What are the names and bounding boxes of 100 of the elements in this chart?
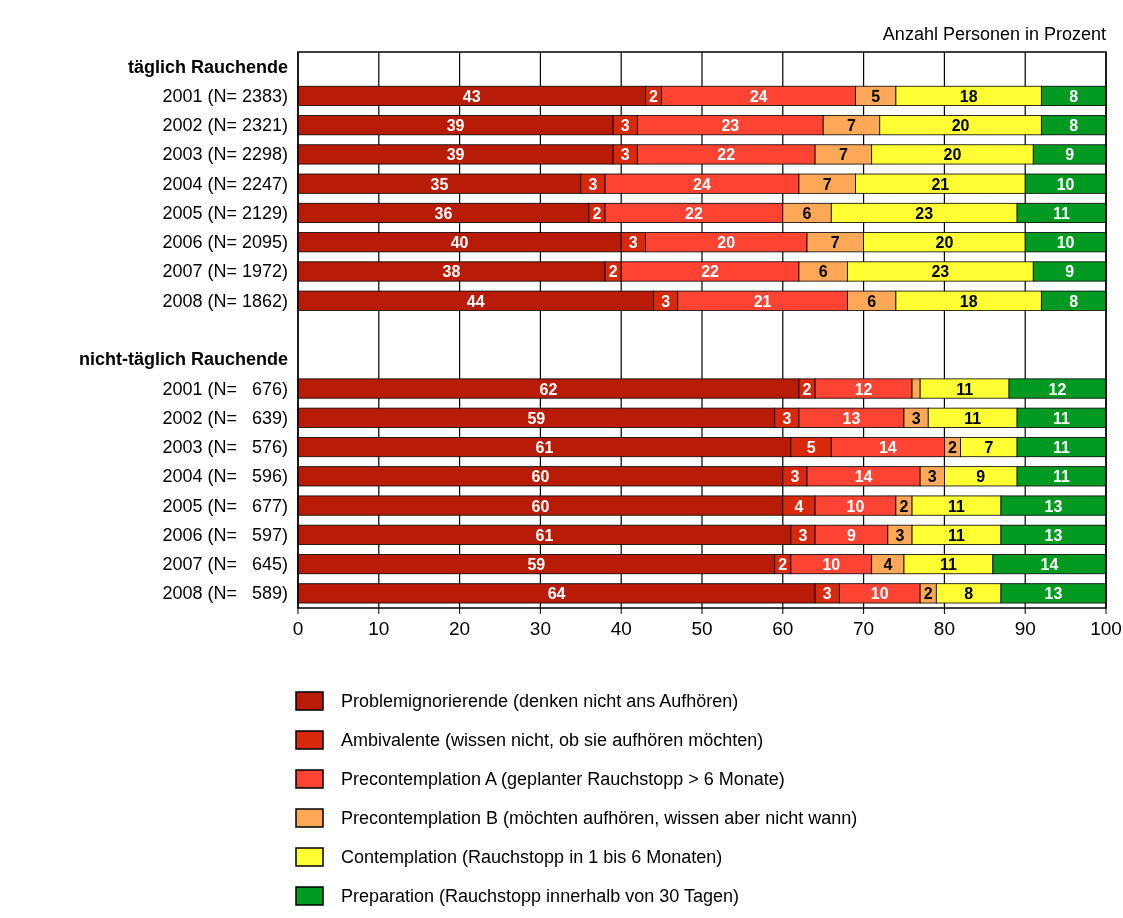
data-label: 11 — [939, 556, 957, 574]
data-label: 23 — [931, 263, 950, 281]
data-label: 6 — [818, 263, 828, 281]
data-label: 11 — [948, 526, 966, 544]
data-label: 3 — [798, 526, 808, 544]
x-tick-label: 80 — [933, 618, 955, 639]
data-label: 9 — [976, 468, 986, 486]
data-label: 10 — [822, 556, 841, 574]
data-label: 44 — [466, 292, 485, 310]
data-label: 18 — [959, 292, 978, 310]
data-label: 2 — [923, 585, 933, 603]
text: Anzahl Personen in Prozent — [882, 24, 1106, 44]
data-label: 60 — [531, 497, 550, 515]
x-tick-label: 10 — [368, 618, 390, 639]
data-label: 9 — [847, 526, 857, 544]
x-tick-label: 0 — [292, 618, 304, 639]
data-label: 3 — [782, 409, 792, 427]
data-label: 4 — [883, 556, 893, 574]
y-tick-label: nicht-täglich Rauchende — [78, 349, 288, 370]
data-label: 20 — [951, 117, 970, 135]
legend-label: Ambivalente (wissen nicht, ob sie aufhören möchten) — [341, 730, 764, 750]
x-tick-label: 40 — [610, 618, 632, 639]
data-label: 20 — [943, 146, 962, 164]
data-label: 6 — [867, 292, 877, 310]
data-label: 2 — [802, 380, 812, 398]
data-label: 11 — [956, 380, 974, 398]
data-label: 2 — [948, 439, 958, 457]
data-label: 40 — [450, 234, 469, 252]
data-label: 21 — [931, 175, 950, 193]
y-tick-label: 2006 (N= 2095) — [162, 232, 288, 253]
y-tick-label: 2008 (N= 589) — [162, 583, 288, 604]
data-label: 39 — [446, 146, 465, 164]
data-label: 62 — [539, 380, 558, 398]
data-label: 2 — [778, 556, 788, 574]
y-tick-label: 2006 (N= 597) — [162, 524, 288, 545]
y-tick-label: 2004 (N= 2247) — [162, 173, 288, 194]
data-label: 23 — [915, 204, 934, 222]
legend-label: Problemignorierende (denken nicht ans Aufhören) — [341, 691, 739, 711]
data-label: 61 — [535, 439, 554, 457]
data-label: 6 — [802, 204, 812, 222]
data-label: 8 — [1069, 87, 1079, 105]
data-label: 59 — [527, 409, 546, 427]
data-label: 5 — [806, 439, 816, 457]
data-label: 20 — [717, 234, 736, 252]
data-label: 22 — [717, 146, 736, 164]
data-label: 2 — [592, 204, 602, 222]
y-tick-label: 2002 (N= 639) — [162, 407, 288, 428]
data-label: 14 — [878, 439, 897, 457]
data-label: 61 — [535, 526, 554, 544]
data-label: 11 — [948, 497, 966, 515]
data-label: 3 — [620, 117, 630, 135]
data-label: 4 — [794, 497, 804, 515]
data-label: 9 — [1065, 263, 1075, 281]
data-label: 8 — [1069, 292, 1079, 310]
data-label: 39 — [446, 117, 465, 135]
x-tick-label: 20 — [449, 618, 471, 639]
data-label: 11 — [1053, 204, 1071, 222]
data-label: 3 — [661, 292, 671, 310]
y-tick-label: 2001 (N= 2383) — [162, 85, 288, 106]
data-label: 14 — [1040, 556, 1059, 574]
data-label: 13 — [1044, 526, 1063, 544]
data-label: 60 — [531, 468, 550, 486]
y-tick-label: 2007 (N= 1972) — [162, 261, 288, 282]
data-label: 11 — [1053, 468, 1071, 486]
data-label: 11 — [964, 409, 982, 427]
x-tick-label: 100 — [1090, 618, 1122, 639]
data-label: 3 — [822, 585, 832, 603]
data-label: 14 — [854, 468, 873, 486]
x-tick-label: 50 — [691, 618, 713, 639]
data-label: 13 — [1044, 585, 1063, 603]
data-label: 10 — [870, 585, 889, 603]
data-label: 8 — [1069, 117, 1079, 135]
data-label: 13 — [842, 409, 861, 427]
data-label: 3 — [628, 234, 638, 252]
legend-label: Precontemplation B (möchten aufhören, wissen aber nicht wann) — [341, 808, 858, 828]
data-label: 2 — [899, 497, 909, 515]
data-label: 11 — [1053, 409, 1071, 427]
y-tick-label: 2007 (N= 645) — [162, 554, 288, 575]
data-label: 2 — [649, 87, 659, 105]
x-tick-label: 30 — [529, 618, 551, 639]
data-label: 24 — [693, 175, 711, 193]
data-label: 7 — [830, 234, 840, 252]
y-tick-label: 2001 (N= 676) — [162, 378, 288, 399]
data-label: 11 — [1053, 439, 1071, 457]
y-tick-label: 2004 (N= 596) — [162, 466, 288, 487]
y-tick-label: täglich Rauchende — [127, 56, 288, 77]
data-label: 35 — [430, 175, 449, 193]
data-label: 3 — [790, 468, 800, 486]
data-label: 8 — [964, 585, 974, 603]
legend-label: Preparation (Rauchstopp innerhalb von 30 Tagen) — [341, 886, 739, 906]
data-label: 64 — [547, 585, 566, 603]
data-label: 3 — [911, 409, 921, 427]
data-label: 10 — [1056, 175, 1075, 193]
data-label: 23 — [721, 117, 740, 135]
data-label: 36 — [434, 204, 453, 222]
data-label: 43 — [462, 87, 481, 105]
data-label: 59 — [527, 556, 546, 574]
data-label: 7 — [984, 439, 994, 457]
y-tick-label: 2005 (N= 677) — [162, 495, 288, 516]
data-label: 38 — [442, 263, 461, 281]
